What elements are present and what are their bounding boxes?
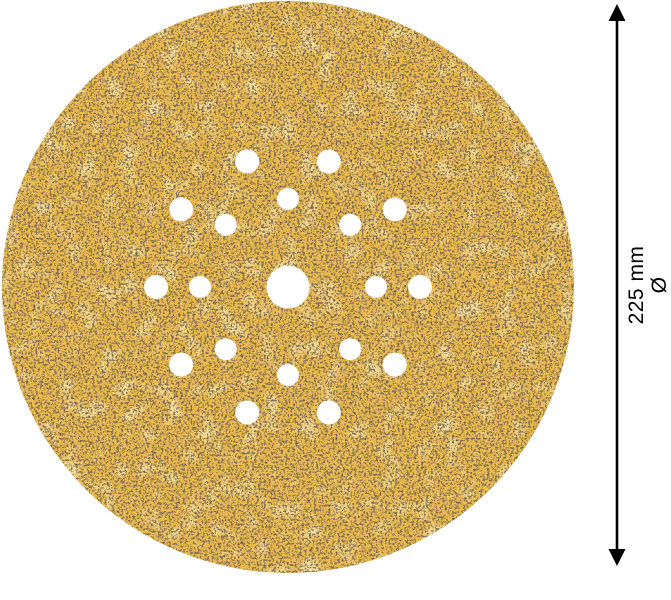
diameter-dimension-indicator <box>608 4 626 566</box>
dust-extraction-hole <box>266 265 310 309</box>
diameter-symbol: Ø <box>648 276 671 294</box>
dust-extraction-hole <box>214 338 237 361</box>
dust-extraction-hole <box>408 275 432 299</box>
diameter-value: 225 mm <box>625 245 648 325</box>
dust-extraction-hole <box>382 197 407 222</box>
dust-extraction-hole <box>144 275 168 299</box>
dimension-arrowhead-down-icon <box>608 549 626 566</box>
dust-extraction-hole <box>316 149 341 174</box>
dust-extraction-hole <box>214 213 237 236</box>
dimension-arrowhead-up-icon <box>608 4 626 21</box>
sanding-disc <box>2 1 574 573</box>
dust-extraction-hole <box>339 338 362 361</box>
dust-extraction-hole <box>365 276 387 298</box>
dust-extraction-hole <box>169 352 194 377</box>
dust-extraction-hole <box>189 276 211 298</box>
dust-extraction-hole <box>277 188 299 210</box>
diameter-dimension-label: 225 mm Ø <box>625 246 671 325</box>
dust-extraction-hole <box>235 400 260 425</box>
dust-extraction-hole <box>235 149 260 174</box>
dust-extraction-hole <box>316 400 341 425</box>
dust-extraction-hole <box>277 364 299 386</box>
dust-extraction-hole <box>339 213 362 236</box>
dust-extraction-hole <box>382 352 407 377</box>
dust-extraction-hole <box>169 197 194 222</box>
